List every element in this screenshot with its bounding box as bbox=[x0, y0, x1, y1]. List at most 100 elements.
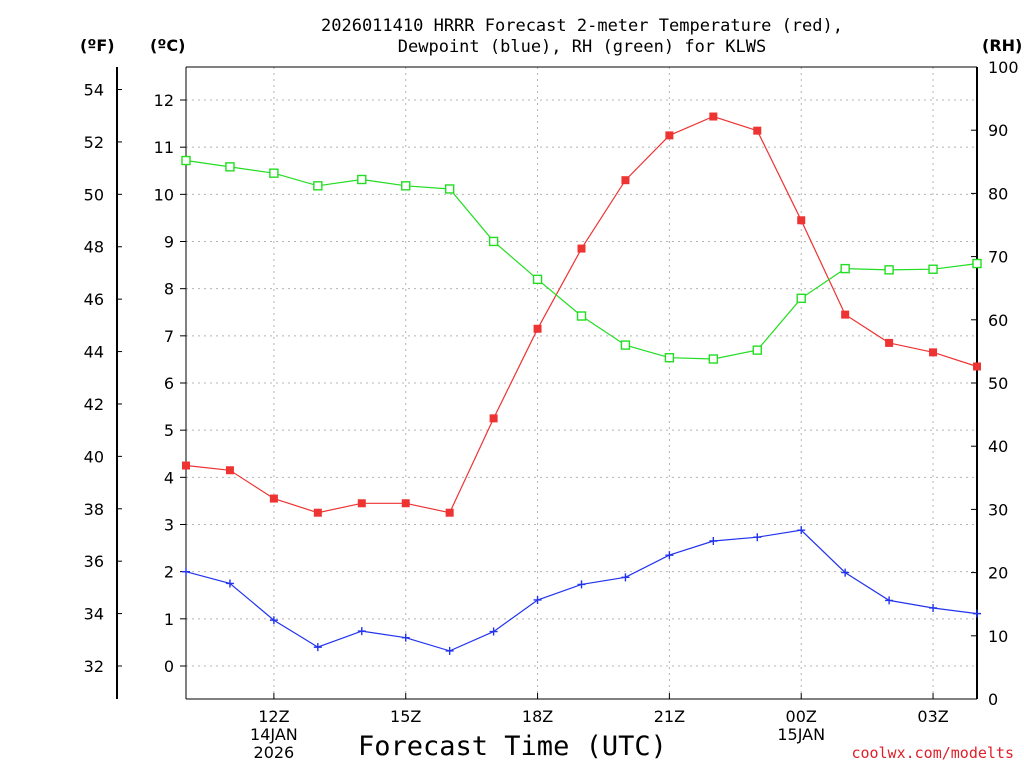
tick-labels: 3234363840424446485052540123456789101112… bbox=[84, 58, 1019, 762]
x-tick-label: 2026 bbox=[254, 743, 295, 762]
dewpoint-point bbox=[401, 633, 410, 642]
rh-point bbox=[752, 345, 762, 355]
f-tick-label: 50 bbox=[84, 185, 104, 204]
series-rh bbox=[181, 155, 982, 364]
rh-point bbox=[357, 174, 367, 185]
x-tick-label: 15JAN bbox=[777, 725, 825, 744]
x-tick-label: 21Z bbox=[654, 707, 685, 726]
dewpoint-point bbox=[621, 573, 630, 582]
rh-point bbox=[884, 265, 894, 275]
temperature-point bbox=[357, 499, 366, 508]
f-tick-label: 54 bbox=[84, 81, 104, 100]
f-tick-label: 32 bbox=[84, 657, 104, 676]
rh-point bbox=[620, 340, 631, 350]
rh-point bbox=[664, 353, 675, 363]
f-tick-label: 42 bbox=[84, 395, 104, 414]
dewpoint-point bbox=[885, 596, 894, 605]
temperature-point bbox=[973, 362, 981, 371]
f-tick-label: 40 bbox=[84, 447, 104, 466]
c-tick-label: 11 bbox=[154, 138, 174, 157]
rh-point bbox=[181, 155, 191, 166]
rh-unit-label: (RH) bbox=[982, 36, 1023, 55]
f-tick-label: 38 bbox=[84, 500, 104, 519]
series-dewpoint bbox=[182, 526, 981, 655]
rh-tick-label: 40 bbox=[988, 437, 1008, 456]
temperature-point bbox=[445, 508, 454, 517]
temperature-point bbox=[313, 508, 322, 517]
dewpoint-point bbox=[489, 627, 498, 636]
rh-point bbox=[444, 184, 455, 194]
c-tick-label: 12 bbox=[154, 91, 174, 110]
c-tick-label: 8 bbox=[164, 280, 174, 299]
rh-point bbox=[313, 181, 323, 191]
rh-point bbox=[972, 258, 982, 269]
f-tick-label: 48 bbox=[84, 238, 104, 257]
temperature-point bbox=[269, 494, 278, 503]
rh-point bbox=[225, 162, 235, 172]
c-tick-label: 3 bbox=[164, 515, 174, 534]
temperature-point bbox=[225, 466, 234, 475]
f-tick-label: 44 bbox=[84, 343, 104, 362]
axes bbox=[116, 66, 978, 700]
temperature-point bbox=[797, 216, 806, 225]
chart-title-line1: 2026011410 HRRR Forecast 2-meter Tempera… bbox=[321, 16, 843, 36]
rh-point bbox=[401, 181, 411, 191]
temperature-point bbox=[885, 338, 894, 347]
c-tick-label: 6 bbox=[164, 374, 174, 393]
x-axis-title: Forecast Time (UTC) bbox=[358, 731, 667, 762]
f-tick-label: 52 bbox=[84, 133, 104, 152]
series-rh-line bbox=[185, 159, 978, 360]
c-tick-label: 2 bbox=[164, 563, 174, 582]
rh-tick-label: 20 bbox=[988, 564, 1008, 583]
rh-point bbox=[576, 311, 587, 321]
c-tick-label: 5 bbox=[164, 421, 174, 440]
temperature-point bbox=[533, 324, 542, 333]
x-tick-label: 18Z bbox=[522, 707, 553, 726]
rh-tick-label: 100 bbox=[988, 58, 1019, 77]
dewpoint-point bbox=[269, 616, 278, 625]
dewpoint-point bbox=[797, 526, 806, 535]
temperature-point bbox=[401, 499, 410, 508]
rh-tick-label: 80 bbox=[988, 184, 1008, 203]
x-tick-label: 15Z bbox=[390, 707, 421, 726]
rh-point bbox=[796, 293, 806, 304]
f-tick-label: 36 bbox=[84, 552, 104, 571]
c-tick-label: 9 bbox=[164, 233, 174, 252]
dewpoint-point bbox=[313, 643, 322, 652]
rh-point bbox=[708, 354, 719, 364]
rh-tick-label: 70 bbox=[988, 248, 1008, 267]
series-2-meter-temperature bbox=[182, 112, 981, 517]
c-tick-label: 10 bbox=[154, 185, 174, 204]
rh-tick-label: 60 bbox=[988, 311, 1008, 330]
c-tick-label: 1 bbox=[164, 610, 174, 629]
gridlines bbox=[186, 67, 977, 699]
x-tick-label: 12Z bbox=[258, 707, 289, 726]
rh-tick-label: 90 bbox=[988, 121, 1008, 140]
temperature-point bbox=[929, 348, 938, 357]
dewpoint-point bbox=[533, 595, 542, 604]
temperature-point bbox=[182, 461, 190, 470]
temperature-point bbox=[753, 126, 762, 135]
c-tick-label: 4 bbox=[164, 468, 174, 487]
dewpoint-point bbox=[753, 533, 762, 542]
temperature-point bbox=[577, 244, 586, 253]
temperature-point bbox=[489, 414, 498, 423]
rh-tick-label: 0 bbox=[988, 690, 998, 709]
x-tick-label: 14JAN bbox=[250, 725, 298, 744]
rh-tick-label: 30 bbox=[988, 500, 1008, 519]
dewpoint-point bbox=[225, 579, 234, 588]
rh-tick-label: 10 bbox=[988, 627, 1008, 646]
rh-point bbox=[840, 263, 850, 274]
data-series bbox=[181, 112, 982, 655]
celsius-unit-label: (ºC) bbox=[150, 36, 186, 55]
rh-point bbox=[488, 236, 499, 247]
dewpoint-point bbox=[577, 580, 586, 589]
temperature-point bbox=[665, 131, 674, 140]
dewpoint-point bbox=[357, 627, 366, 636]
dewpoint-point bbox=[665, 551, 674, 560]
rh-point bbox=[928, 264, 938, 274]
rh-point bbox=[269, 168, 279, 178]
site-credit: coolwx.com/modelts bbox=[851, 744, 1014, 762]
dewpoint-point bbox=[929, 603, 938, 612]
